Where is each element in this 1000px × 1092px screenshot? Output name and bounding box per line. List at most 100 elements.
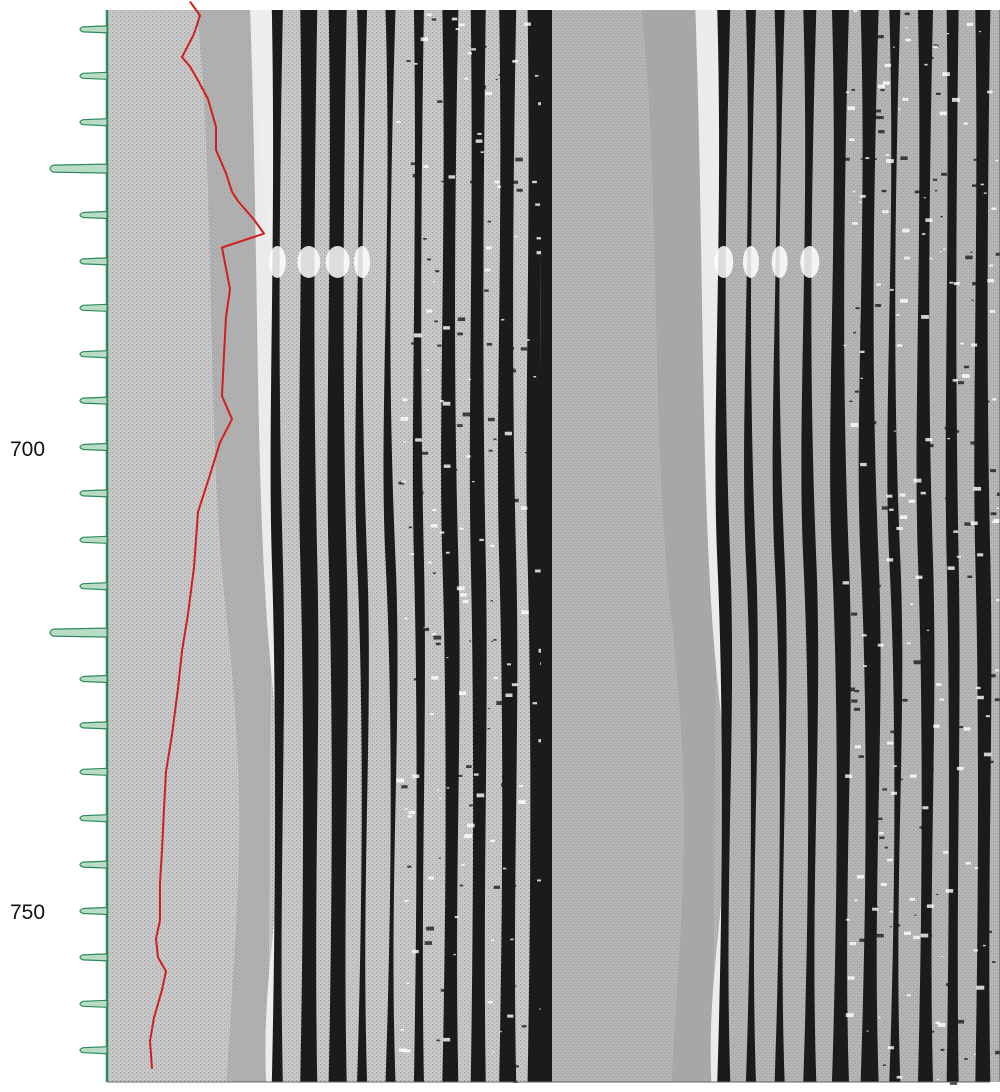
image-speckle [427, 561, 432, 564]
image-speckle [520, 506, 528, 510]
image-speckle [976, 695, 984, 700]
image-speckle [439, 798, 442, 800]
image-speckle [926, 904, 934, 908]
image-speckle [943, 851, 949, 854]
image-speckle [535, 204, 541, 208]
image-speckle [937, 1023, 946, 1027]
image-speckle [913, 935, 920, 940]
image-speckle [899, 515, 908, 519]
image-speckle [843, 157, 850, 161]
image-speckle [886, 159, 894, 163]
image-speckle [964, 1058, 968, 1060]
image-speckle [501, 1005, 504, 1007]
image-speckle [847, 976, 855, 980]
image-speckle [505, 693, 513, 698]
image-speckle [475, 774, 482, 778]
image-speckle [989, 309, 996, 313]
image-speckle [881, 189, 887, 193]
image-speckle [400, 416, 409, 421]
image-speckle [878, 130, 885, 134]
image-speckle [982, 944, 986, 947]
static-image-track [108, 10, 558, 1084]
image-speckle [896, 1075, 903, 1079]
image-speckle [431, 676, 439, 680]
image-speckle [505, 785, 513, 790]
image-speckle [410, 162, 417, 166]
image-speckle [875, 304, 881, 307]
image-speckle [885, 154, 890, 156]
image-speckle [935, 1021, 941, 1025]
image-speckle [427, 258, 431, 261]
image-speckle [970, 521, 978, 525]
image-speckle [919, 826, 924, 829]
image-speckle [462, 412, 471, 417]
image-speckle [535, 47, 540, 50]
image-speckle [989, 264, 994, 267]
track-light-zone [250, 10, 285, 1082]
image-speckle [458, 691, 467, 695]
image-speckle [988, 760, 994, 764]
image-speckle [880, 89, 885, 92]
image-speckle [985, 400, 990, 403]
image-stripe [327, 10, 348, 1082]
image-speckle [895, 517, 899, 520]
image-speckle [913, 660, 922, 665]
image-stripe [772, 10, 787, 1082]
image-speckle [870, 421, 877, 425]
image-speckle [511, 683, 518, 687]
image-speckle [860, 324, 867, 328]
image-stripe [526, 10, 545, 1082]
depth-tick [79, 535, 108, 544]
trace-curve [149, 1, 265, 1069]
image-stripe [299, 10, 319, 1082]
image-speckle [484, 268, 491, 272]
image-speckle [920, 491, 926, 495]
image-speckle [863, 665, 867, 668]
image-speckle [877, 35, 884, 39]
image-speckle [859, 938, 867, 942]
image-speckle [453, 953, 456, 956]
image-speckle [476, 793, 485, 798]
image-speckle [914, 914, 917, 916]
image-speckle [870, 115, 878, 120]
image-speckle [436, 789, 440, 792]
image-speckle [933, 724, 940, 728]
image-speckle [432, 572, 436, 574]
image-speckle [467, 823, 475, 828]
image-speckle [860, 377, 863, 379]
image-speckle [891, 791, 898, 795]
image-speckle [990, 512, 997, 516]
image-speckle [979, 398, 985, 402]
image-speckle [447, 457, 450, 459]
image-speckle [511, 180, 519, 184]
image-speckle [936, 1078, 940, 1080]
image-speckle [992, 520, 998, 524]
image-speckle [528, 12, 532, 15]
image-speckle [930, 1030, 935, 1033]
image-speckle [398, 481, 405, 485]
image-speckle [947, 437, 951, 440]
image-speckle [493, 639, 497, 641]
image-speckle [971, 184, 978, 187]
image-speckle [487, 708, 490, 710]
image-speckle [932, 45, 938, 49]
image-speckle [470, 44, 475, 47]
image-stripe [270, 10, 285, 1082]
image-speckle [862, 355, 868, 359]
image-speckle [429, 713, 434, 716]
image-speckle [518, 800, 526, 804]
image-speckle [507, 1014, 514, 1018]
image-speckle [996, 507, 1000, 509]
image-stripe [830, 10, 851, 1082]
image-speckle [921, 315, 929, 319]
image-speckle [476, 383, 482, 387]
image-speckle [879, 836, 885, 840]
image-speckle [434, 320, 438, 323]
image-speckle [889, 508, 894, 511]
image-speckle [849, 400, 853, 403]
image-speckle [965, 861, 971, 865]
image-speckle [854, 390, 859, 393]
image-speckle [889, 288, 894, 291]
image-speckle [889, 926, 892, 928]
image-speckle [477, 132, 482, 135]
